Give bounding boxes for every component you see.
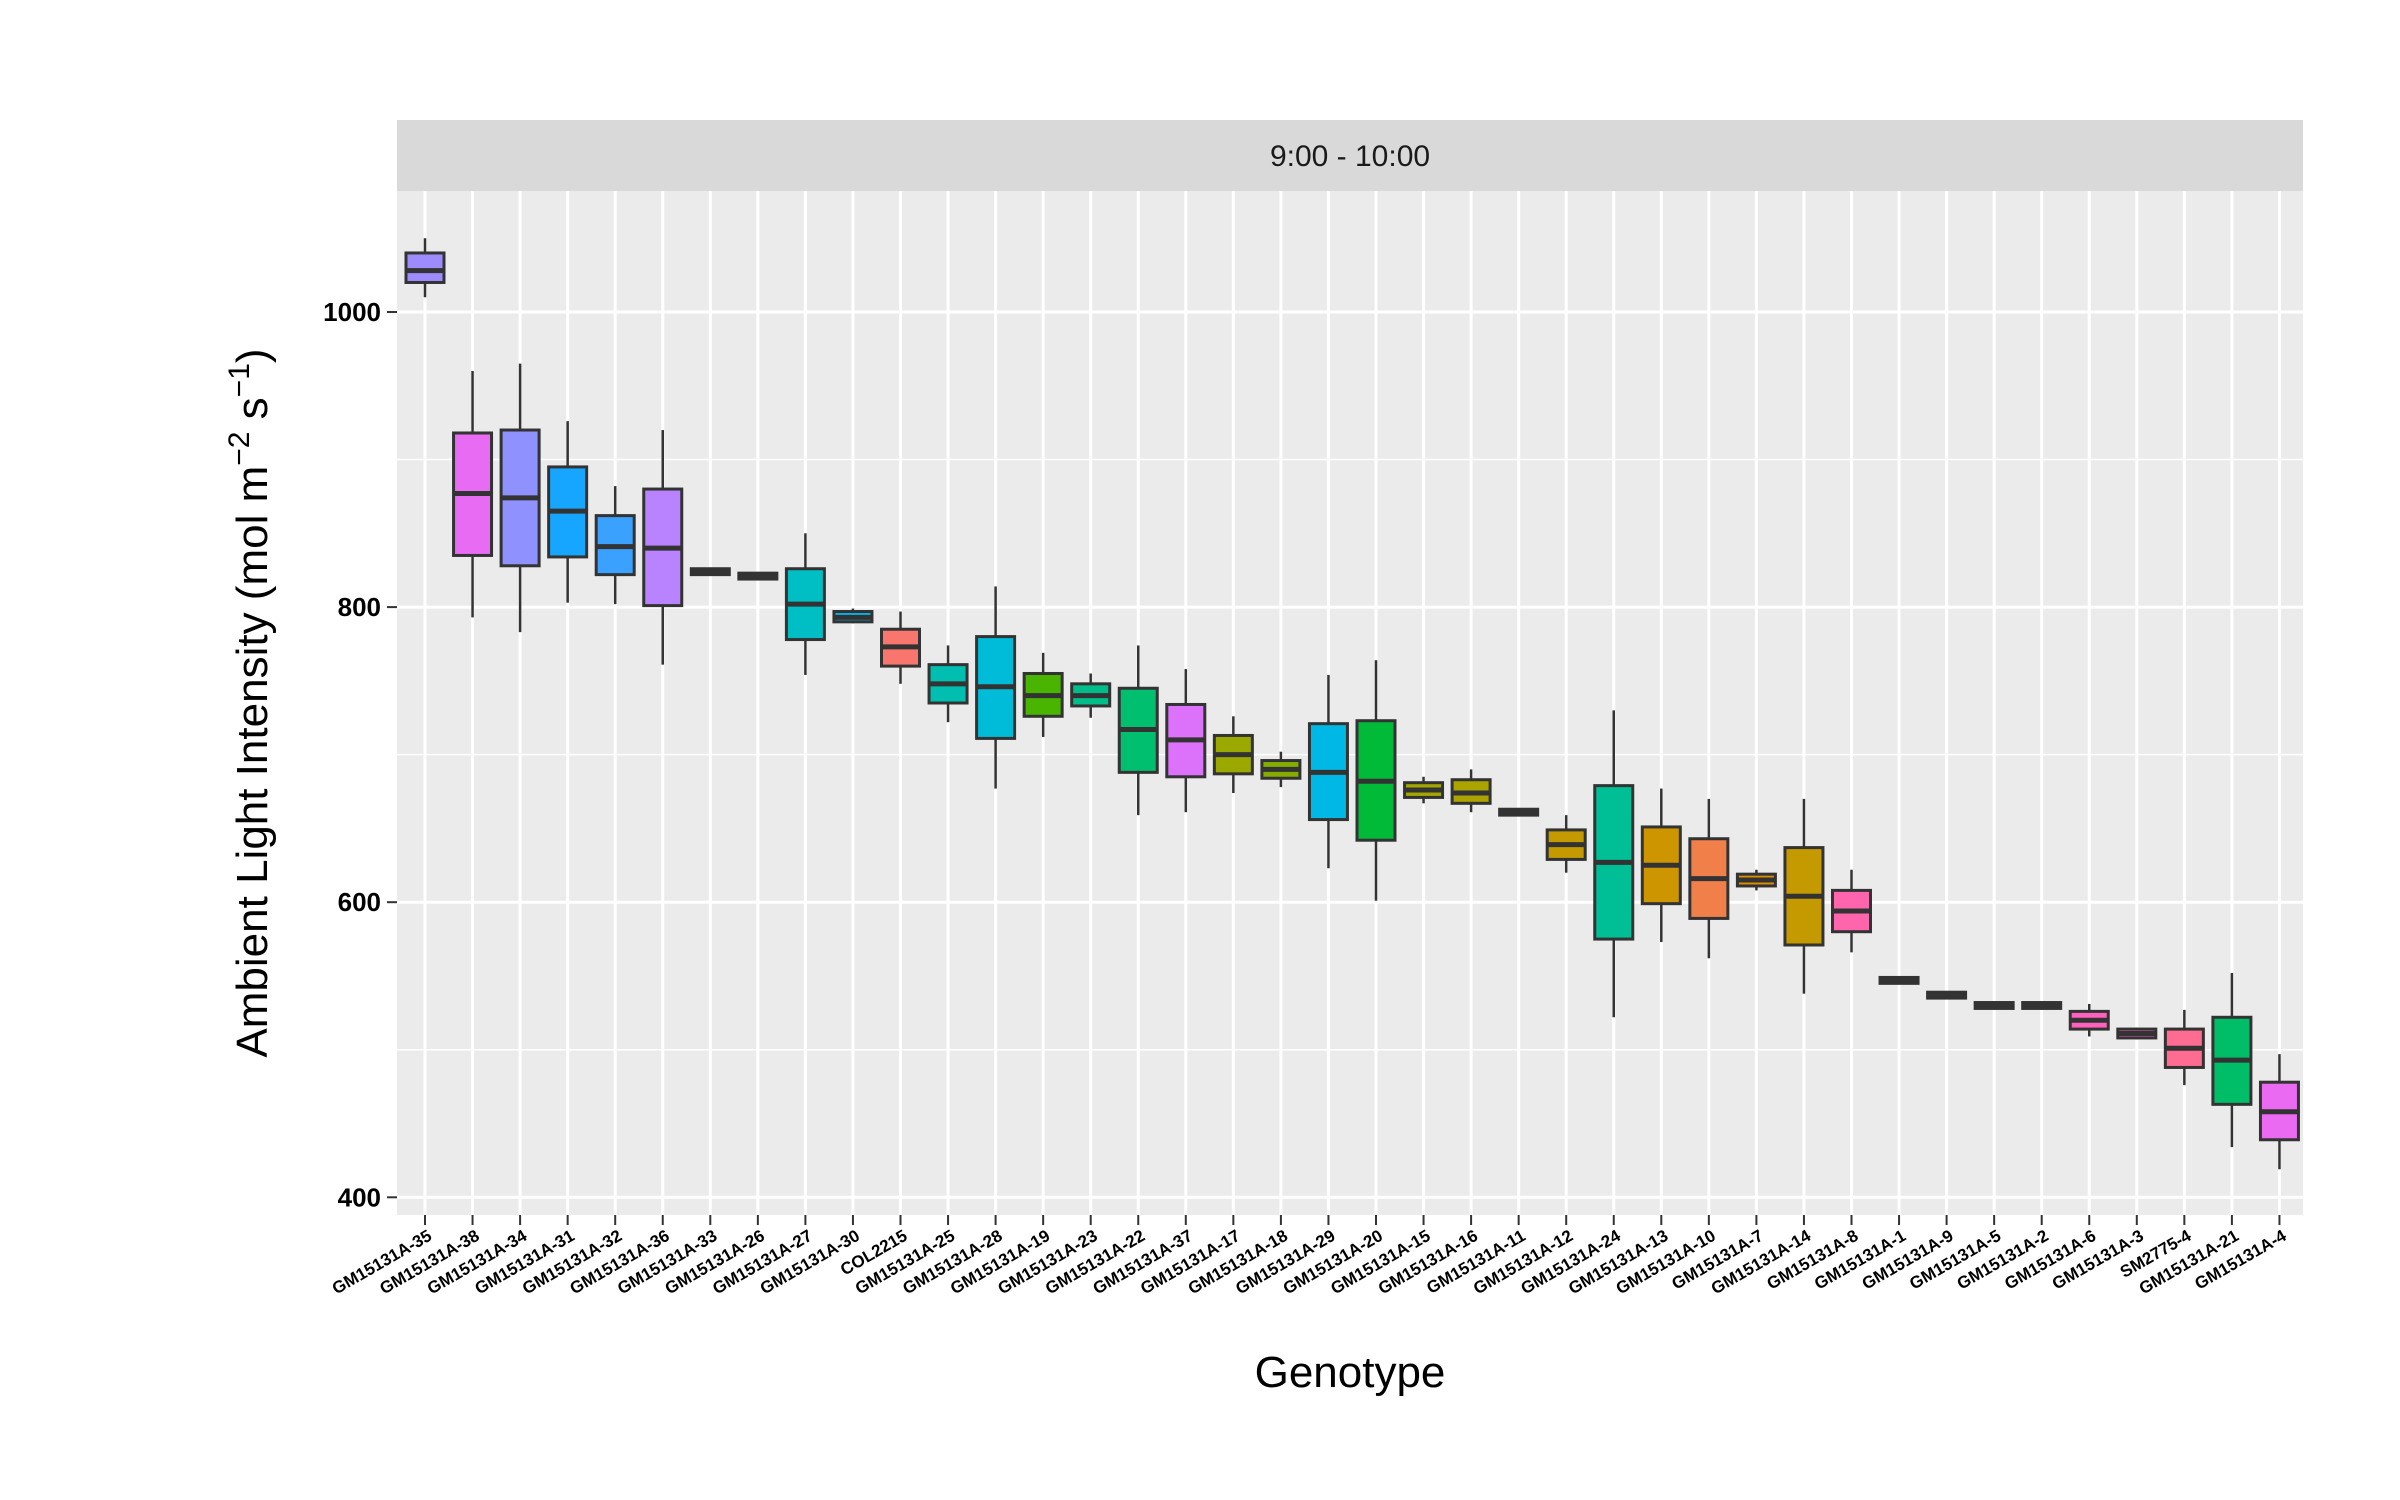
facet-strip-label: 9:00 - 10:00: [1270, 140, 1430, 173]
box-GM15131A-3: [2116, 1027, 2158, 1040]
box-GM15131A-7: [1735, 869, 1777, 891]
box-GM15131A-23: [1070, 673, 1112, 718]
box-GM15131A-17: [1212, 716, 1254, 794]
plot-panel: [397, 191, 2303, 1215]
box-GM15131A-10: [1688, 798, 1730, 959]
box-GM15131A-22: [1117, 645, 1159, 816]
box-GM15131A-35: [404, 238, 446, 298]
grid-lines: [397, 191, 2303, 1215]
box-GM15131A-12: [1545, 815, 1587, 873]
box-GM15131A-37: [1165, 669, 1207, 813]
y-axis-title-main: Ambient Light Intensity (mol m: [228, 466, 277, 1058]
box-GM15131A-18: [1260, 751, 1302, 788]
y-axis-title-exp2: −1: [223, 363, 256, 397]
y-axis-title-mid: s: [228, 397, 277, 431]
box-GM15131A-1: [1878, 975, 1920, 985]
box-GM15131A-33: [689, 567, 731, 577]
box-GM15131A-5: [1973, 1001, 2015, 1010]
y-axis-title-end: ): [228, 348, 277, 363]
box-iqr: [404, 251, 446, 284]
box-COL2215: [880, 611, 921, 684]
y-tick-label: 800: [338, 592, 381, 622]
y-tick-label: 1000: [323, 297, 381, 327]
x-axis-title: Genotype: [1255, 1348, 1446, 1397]
box-GM15131A-6: [2068, 1004, 2110, 1037]
box-GM15131A-26: [737, 571, 779, 581]
y-axis-title: Ambient Light Intensity (mol m−2 s−1): [223, 348, 277, 1057]
box-GM15131A-9: [1926, 990, 1968, 1000]
y-tick-label: 400: [338, 1182, 381, 1212]
x-axis: GM15131A-35GM15131A-38GM15131A-34GM15131…: [329, 1215, 2290, 1298]
box-GM15131A-31: [547, 421, 589, 603]
box-GM15131A-34: [499, 363, 541, 633]
box-GM15131A-15: [1403, 776, 1445, 804]
box-GM15131A-16: [1450, 769, 1492, 813]
box-GM15131A-38: [452, 371, 494, 618]
box-GM15131A-32: [594, 486, 636, 605]
box-GM15131A-11: [1498, 807, 1540, 817]
box-GM15131A-20: [1355, 660, 1397, 901]
box-GM15131A-29: [1307, 674, 1349, 869]
y-axis: 400 600 800 1000: [323, 297, 397, 1212]
box-GM15131A-25: [927, 645, 969, 723]
box-GM15131A-36: [642, 430, 684, 665]
box-GM15131A-27: [784, 533, 826, 675]
box-GM15131A-28: [975, 586, 1017, 789]
box-GM15131A-4: [2258, 1054, 2300, 1170]
box-GM15131A-14: [1783, 798, 1825, 994]
box-GM15131A-24: [1593, 710, 1635, 1018]
box-GM15131A-8: [1831, 869, 1872, 953]
y-axis-title-exp1: −2: [223, 432, 256, 466]
box-GM15131A-2: [2021, 1001, 2063, 1010]
boxes: [404, 238, 2300, 1170]
box-SM2775-4: [2163, 1009, 2205, 1086]
box-GM15131A-13: [1640, 788, 1682, 943]
facet-strip: [397, 120, 2303, 191]
box-GM15131A-30: [832, 608, 874, 624]
box-GM15131A-19: [1022, 652, 1064, 737]
y-tick-label: 600: [338, 887, 381, 917]
box-GM15131A-21: [2211, 973, 2253, 1148]
